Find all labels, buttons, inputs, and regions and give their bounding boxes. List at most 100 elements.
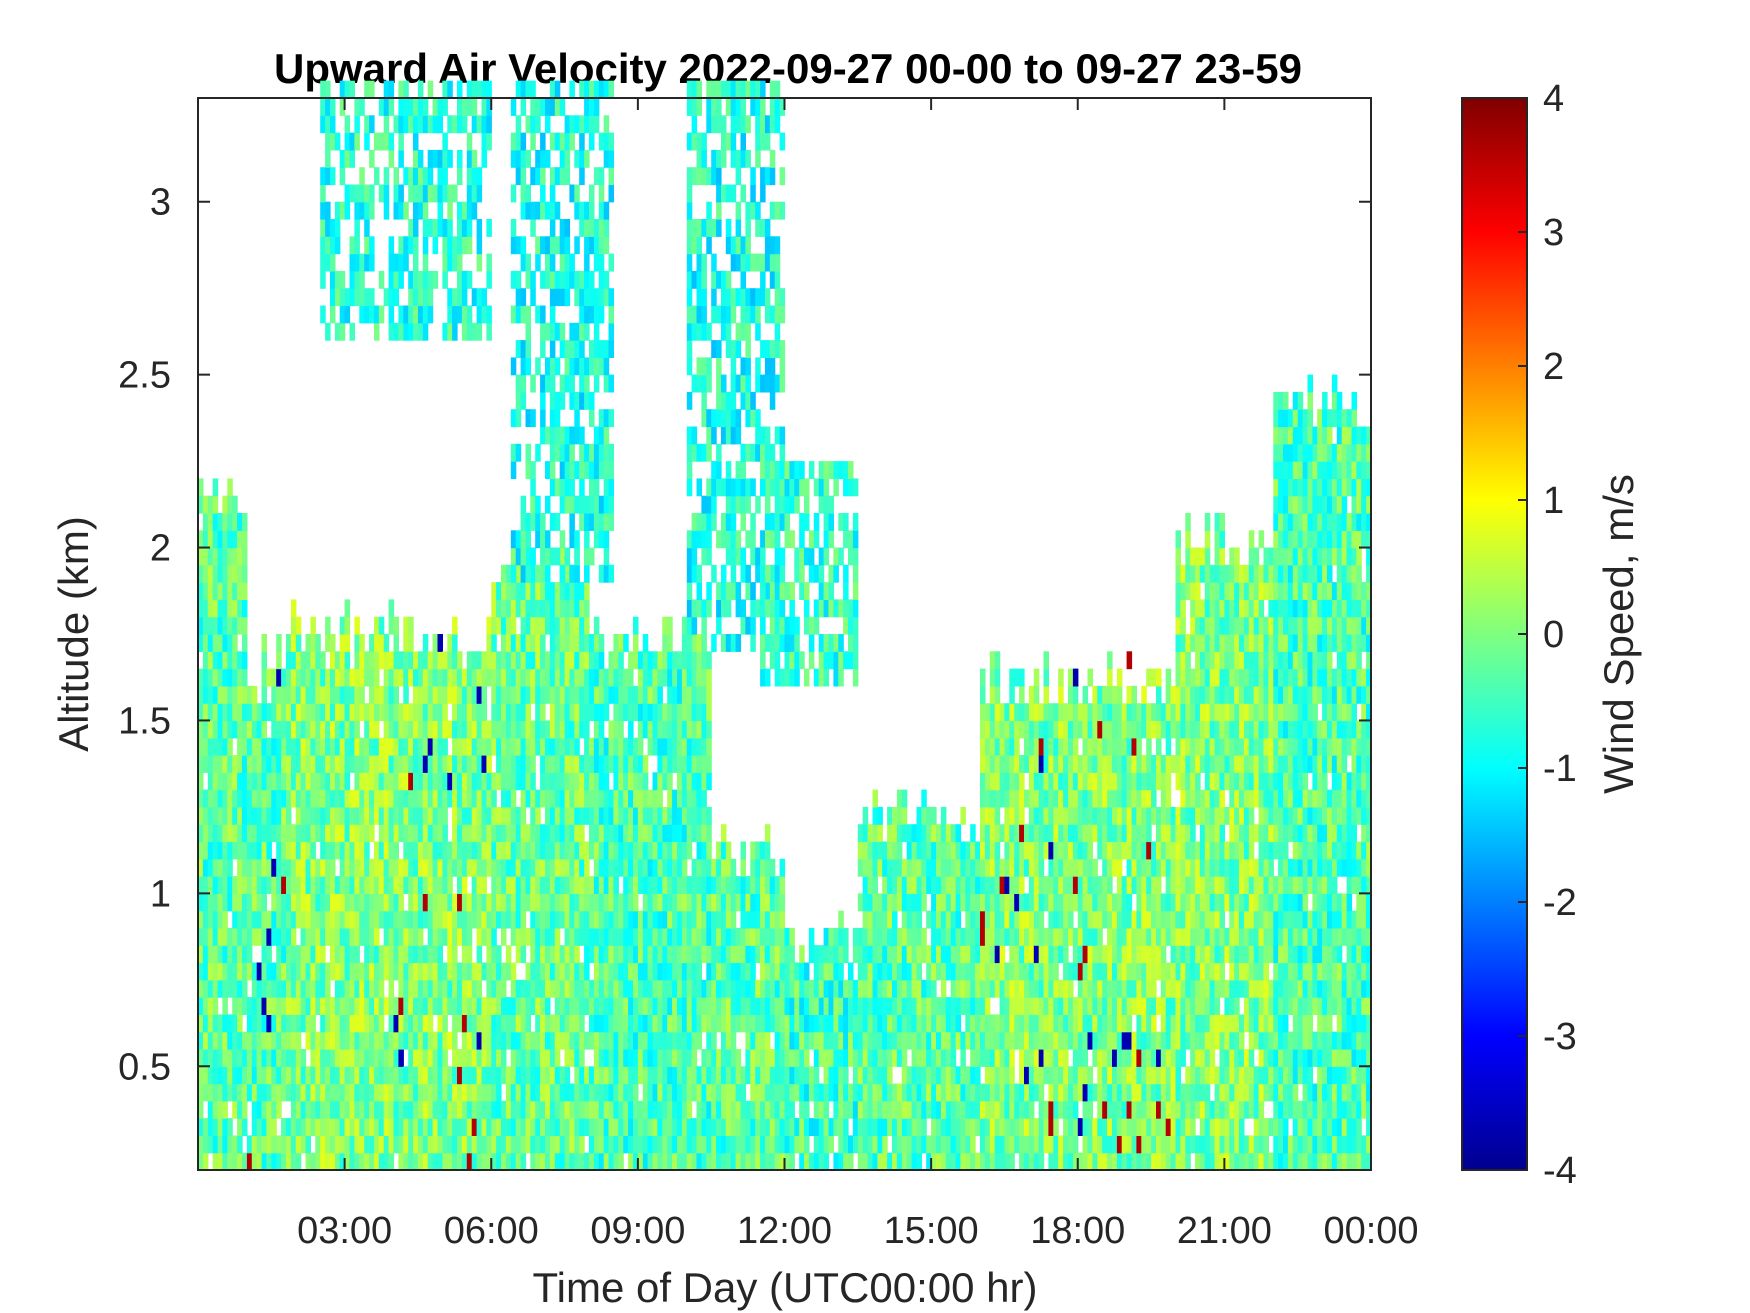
heatmap-cell — [945, 1135, 952, 1154]
heatmap-cell — [286, 1031, 292, 1050]
heatmap-cell — [637, 1014, 644, 1033]
heatmap-cell — [325, 997, 331, 1015]
heatmap-cell — [202, 564, 209, 583]
heatmap-cell — [867, 893, 874, 912]
heatmap-cell — [374, 634, 380, 652]
heatmap-cell — [549, 1152, 556, 1171]
heatmap-cell — [198, 720, 204, 739]
heatmap-cell — [344, 1083, 351, 1102]
heatmap-cell — [701, 1100, 707, 1119]
heatmap-cell — [217, 651, 224, 670]
heatmap-cell — [980, 893, 986, 912]
heatmap-cell — [799, 1066, 805, 1085]
heatmap-cell — [711, 962, 717, 981]
heatmap-cell — [579, 1135, 585, 1154]
heatmap-cell — [1068, 1152, 1074, 1171]
heatmap-cell — [657, 979, 663, 998]
heatmap-cell — [896, 945, 903, 964]
heatmap-cell — [198, 927, 204, 946]
heatmap-cell — [652, 685, 658, 704]
heatmap-cell — [388, 651, 395, 670]
heatmap-cell — [1116, 1066, 1123, 1085]
heatmap-cell — [505, 806, 512, 825]
heatmap-cell — [686, 668, 693, 687]
heatmap-cell — [344, 945, 351, 964]
heatmap-cell — [916, 841, 922, 860]
heatmap-cell — [1009, 806, 1015, 825]
heatmap-cell — [212, 513, 219, 531]
heatmap-cell — [745, 962, 751, 981]
heatmap-cell — [413, 910, 419, 929]
heatmap-cell — [202, 634, 209, 652]
heatmap-cell — [975, 876, 981, 894]
heatmap-cell — [779, 1066, 786, 1085]
heatmap-cell — [896, 1083, 903, 1102]
heatmap-cell — [545, 962, 551, 981]
heatmap-cell — [662, 1031, 668, 1050]
heatmap-cell — [408, 1066, 414, 1085]
heatmap-cell — [652, 910, 658, 929]
heatmap-cell — [540, 841, 546, 860]
heatmap-cell — [774, 1031, 781, 1050]
heatmap-cell — [413, 755, 419, 773]
heatmap-cell — [315, 1118, 321, 1136]
heatmap-cell — [828, 1014, 834, 1033]
heatmap-cell — [515, 979, 522, 998]
heatmap-cell — [892, 1083, 898, 1102]
heatmap-cell — [999, 1152, 1006, 1171]
heatmap-cell — [501, 1031, 507, 1050]
heatmap-cell — [227, 806, 233, 825]
heatmap-cell — [198, 547, 204, 566]
heatmap-cell — [901, 1135, 908, 1154]
heatmap-cell — [980, 1049, 986, 1067]
heatmap-cell — [1102, 1014, 1108, 1033]
heatmap-cell — [447, 720, 453, 739]
heatmap-cell — [457, 1049, 463, 1067]
heatmap-cell — [608, 841, 614, 860]
heatmap-cell — [569, 651, 575, 670]
heatmap-cell — [212, 616, 219, 635]
heatmap-cell — [926, 979, 932, 998]
heatmap-cell — [320, 1100, 326, 1119]
heatmap-cell — [349, 1066, 355, 1085]
heatmap-cell — [784, 927, 790, 946]
heatmap-cell — [432, 737, 439, 756]
heatmap-cell — [535, 599, 541, 618]
heatmap-cell — [266, 789, 272, 808]
heatmap-cell — [471, 893, 478, 912]
heatmap-cell — [198, 858, 204, 877]
heatmap-cell — [554, 945, 561, 964]
heatmap-cell — [374, 979, 380, 998]
heatmap-cell — [764, 997, 771, 1015]
heatmap-cell — [1116, 1135, 1123, 1154]
heatmap-cell — [520, 737, 527, 756]
heatmap-cell — [510, 616, 517, 635]
heatmap-cell — [232, 1083, 238, 1102]
heatmap-cell — [984, 1135, 991, 1154]
heatmap-cell — [305, 651, 311, 670]
heatmap-cell — [266, 910, 272, 929]
heatmap-cell — [359, 824, 365, 843]
heatmap-cell — [276, 1100, 282, 1119]
heatmap-cell — [593, 1031, 600, 1050]
heatmap-cell — [1053, 962, 1059, 981]
heatmap-cell — [1043, 806, 1049, 825]
heatmap-cell — [554, 927, 561, 946]
heatmap-cell — [1009, 1049, 1015, 1067]
heatmap-cell — [936, 876, 942, 894]
heatmap-cell — [579, 824, 585, 843]
heatmap-cell — [447, 945, 453, 964]
heatmap-cell — [623, 1118, 629, 1136]
heatmap-cell — [1053, 1066, 1059, 1085]
heatmap-cell — [466, 651, 473, 670]
heatmap-cell — [515, 858, 522, 877]
heatmap-cell — [408, 979, 414, 998]
heatmap-cell — [476, 910, 483, 929]
heatmap-cell — [510, 1135, 517, 1154]
heatmap-cell — [818, 1152, 825, 1171]
heatmap-cell — [1097, 997, 1103, 1015]
heatmap-cell — [1058, 893, 1064, 912]
heatmap-cell — [652, 772, 658, 791]
heatmap-cell — [945, 1100, 952, 1119]
heatmap-cell — [237, 685, 243, 704]
